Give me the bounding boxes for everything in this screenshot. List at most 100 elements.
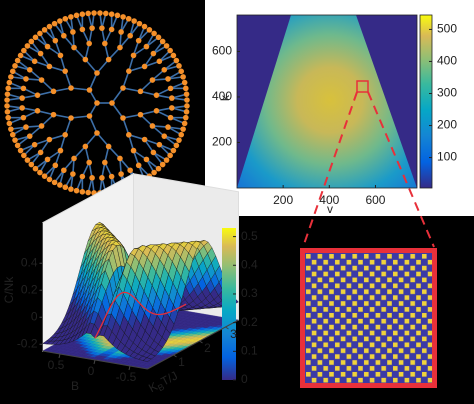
node — [5, 85, 12, 92]
node — [120, 85, 126, 91]
edge — [64, 117, 72, 136]
colorbar-tick-label: 400 — [437, 54, 457, 68]
edge — [53, 87, 72, 93]
cayley-tree — [4, 10, 190, 196]
node — [108, 173, 115, 180]
node — [26, 67, 33, 73]
y-tick-label: 3 — [230, 327, 237, 341]
node — [108, 26, 115, 33]
node — [62, 184, 69, 191]
node — [70, 29, 76, 35]
node — [6, 120, 13, 127]
x-tick — [93, 359, 96, 365]
node — [176, 137, 182, 143]
node — [99, 175, 105, 181]
colorbar-tick-label: 0.2 — [241, 315, 258, 329]
node — [9, 68, 16, 75]
x-tick-label: 0 — [88, 364, 95, 378]
node — [46, 136, 53, 143]
node — [24, 43, 31, 49]
y-tick — [173, 354, 177, 358]
node — [85, 10, 91, 17]
colorbar-tick-label: 200 — [437, 118, 457, 132]
zoom-box — [356, 80, 369, 93]
x-tick-label: -0.5 — [116, 370, 137, 384]
node — [20, 85, 27, 92]
node — [32, 165, 39, 172]
surface-cell — [142, 357, 152, 362]
node — [159, 161, 166, 168]
node — [169, 95, 175, 101]
node — [21, 152, 27, 159]
edge — [111, 102, 124, 119]
edge — [96, 59, 110, 74]
node — [51, 20, 58, 27]
x-tick-label: 400 — [319, 193, 339, 207]
node — [86, 113, 93, 119]
node — [46, 176, 53, 183]
edge — [64, 70, 72, 89]
node — [150, 149, 157, 156]
node — [135, 37, 142, 44]
label-part: T/J — [159, 369, 180, 389]
node — [150, 50, 157, 57]
node — [31, 141, 38, 148]
node — [79, 173, 86, 180]
node — [151, 30, 157, 37]
node — [28, 38, 35, 45]
node — [153, 92, 160, 98]
heatmap-colorbar — [419, 14, 433, 189]
node — [32, 34, 39, 41]
node — [114, 12, 121, 19]
node — [86, 159, 92, 166]
node — [178, 68, 185, 75]
node — [155, 165, 162, 172]
node — [120, 14, 126, 20]
node — [118, 29, 124, 35]
node — [97, 10, 103, 16]
x-tick-label: 600 — [365, 193, 385, 207]
node — [170, 52, 177, 59]
node — [165, 124, 171, 130]
x-axis-label: v — [327, 202, 333, 216]
node — [94, 100, 100, 106]
node — [34, 92, 41, 98]
x-tick-label: 0.5 — [48, 358, 65, 372]
node — [183, 109, 190, 115]
node — [167, 114, 174, 121]
node — [149, 77, 156, 83]
node — [135, 162, 142, 169]
node — [117, 155, 123, 162]
x-tick — [58, 353, 61, 359]
node — [170, 147, 177, 154]
node — [62, 132, 68, 138]
node — [130, 52, 137, 59]
z-tick-label: 0.2 — [21, 282, 38, 296]
node — [137, 88, 144, 95]
node — [17, 52, 24, 59]
edge — [122, 113, 141, 119]
node — [108, 11, 115, 18]
node — [12, 63, 18, 69]
z-axis-label: C/Nk — [2, 276, 16, 304]
node — [5, 114, 12, 121]
colorbar-tick-label: 0.5 — [241, 229, 258, 243]
node — [38, 77, 45, 83]
node — [89, 25, 95, 31]
node — [4, 109, 11, 115]
node — [4, 103, 10, 109]
label-part: B — [156, 382, 166, 394]
y-tick-label: 200 — [212, 135, 232, 149]
node — [9, 131, 16, 138]
node — [109, 100, 115, 106]
node — [161, 133, 168, 139]
checkerboard-zoom — [300, 248, 437, 388]
edge — [53, 113, 72, 119]
heatmap-region — [237, 15, 417, 188]
node — [4, 91, 11, 97]
node — [14, 57, 21, 64]
node — [126, 68, 132, 74]
z-tick-label: 0.4 — [21, 255, 38, 269]
node — [136, 20, 143, 27]
node — [79, 188, 86, 195]
